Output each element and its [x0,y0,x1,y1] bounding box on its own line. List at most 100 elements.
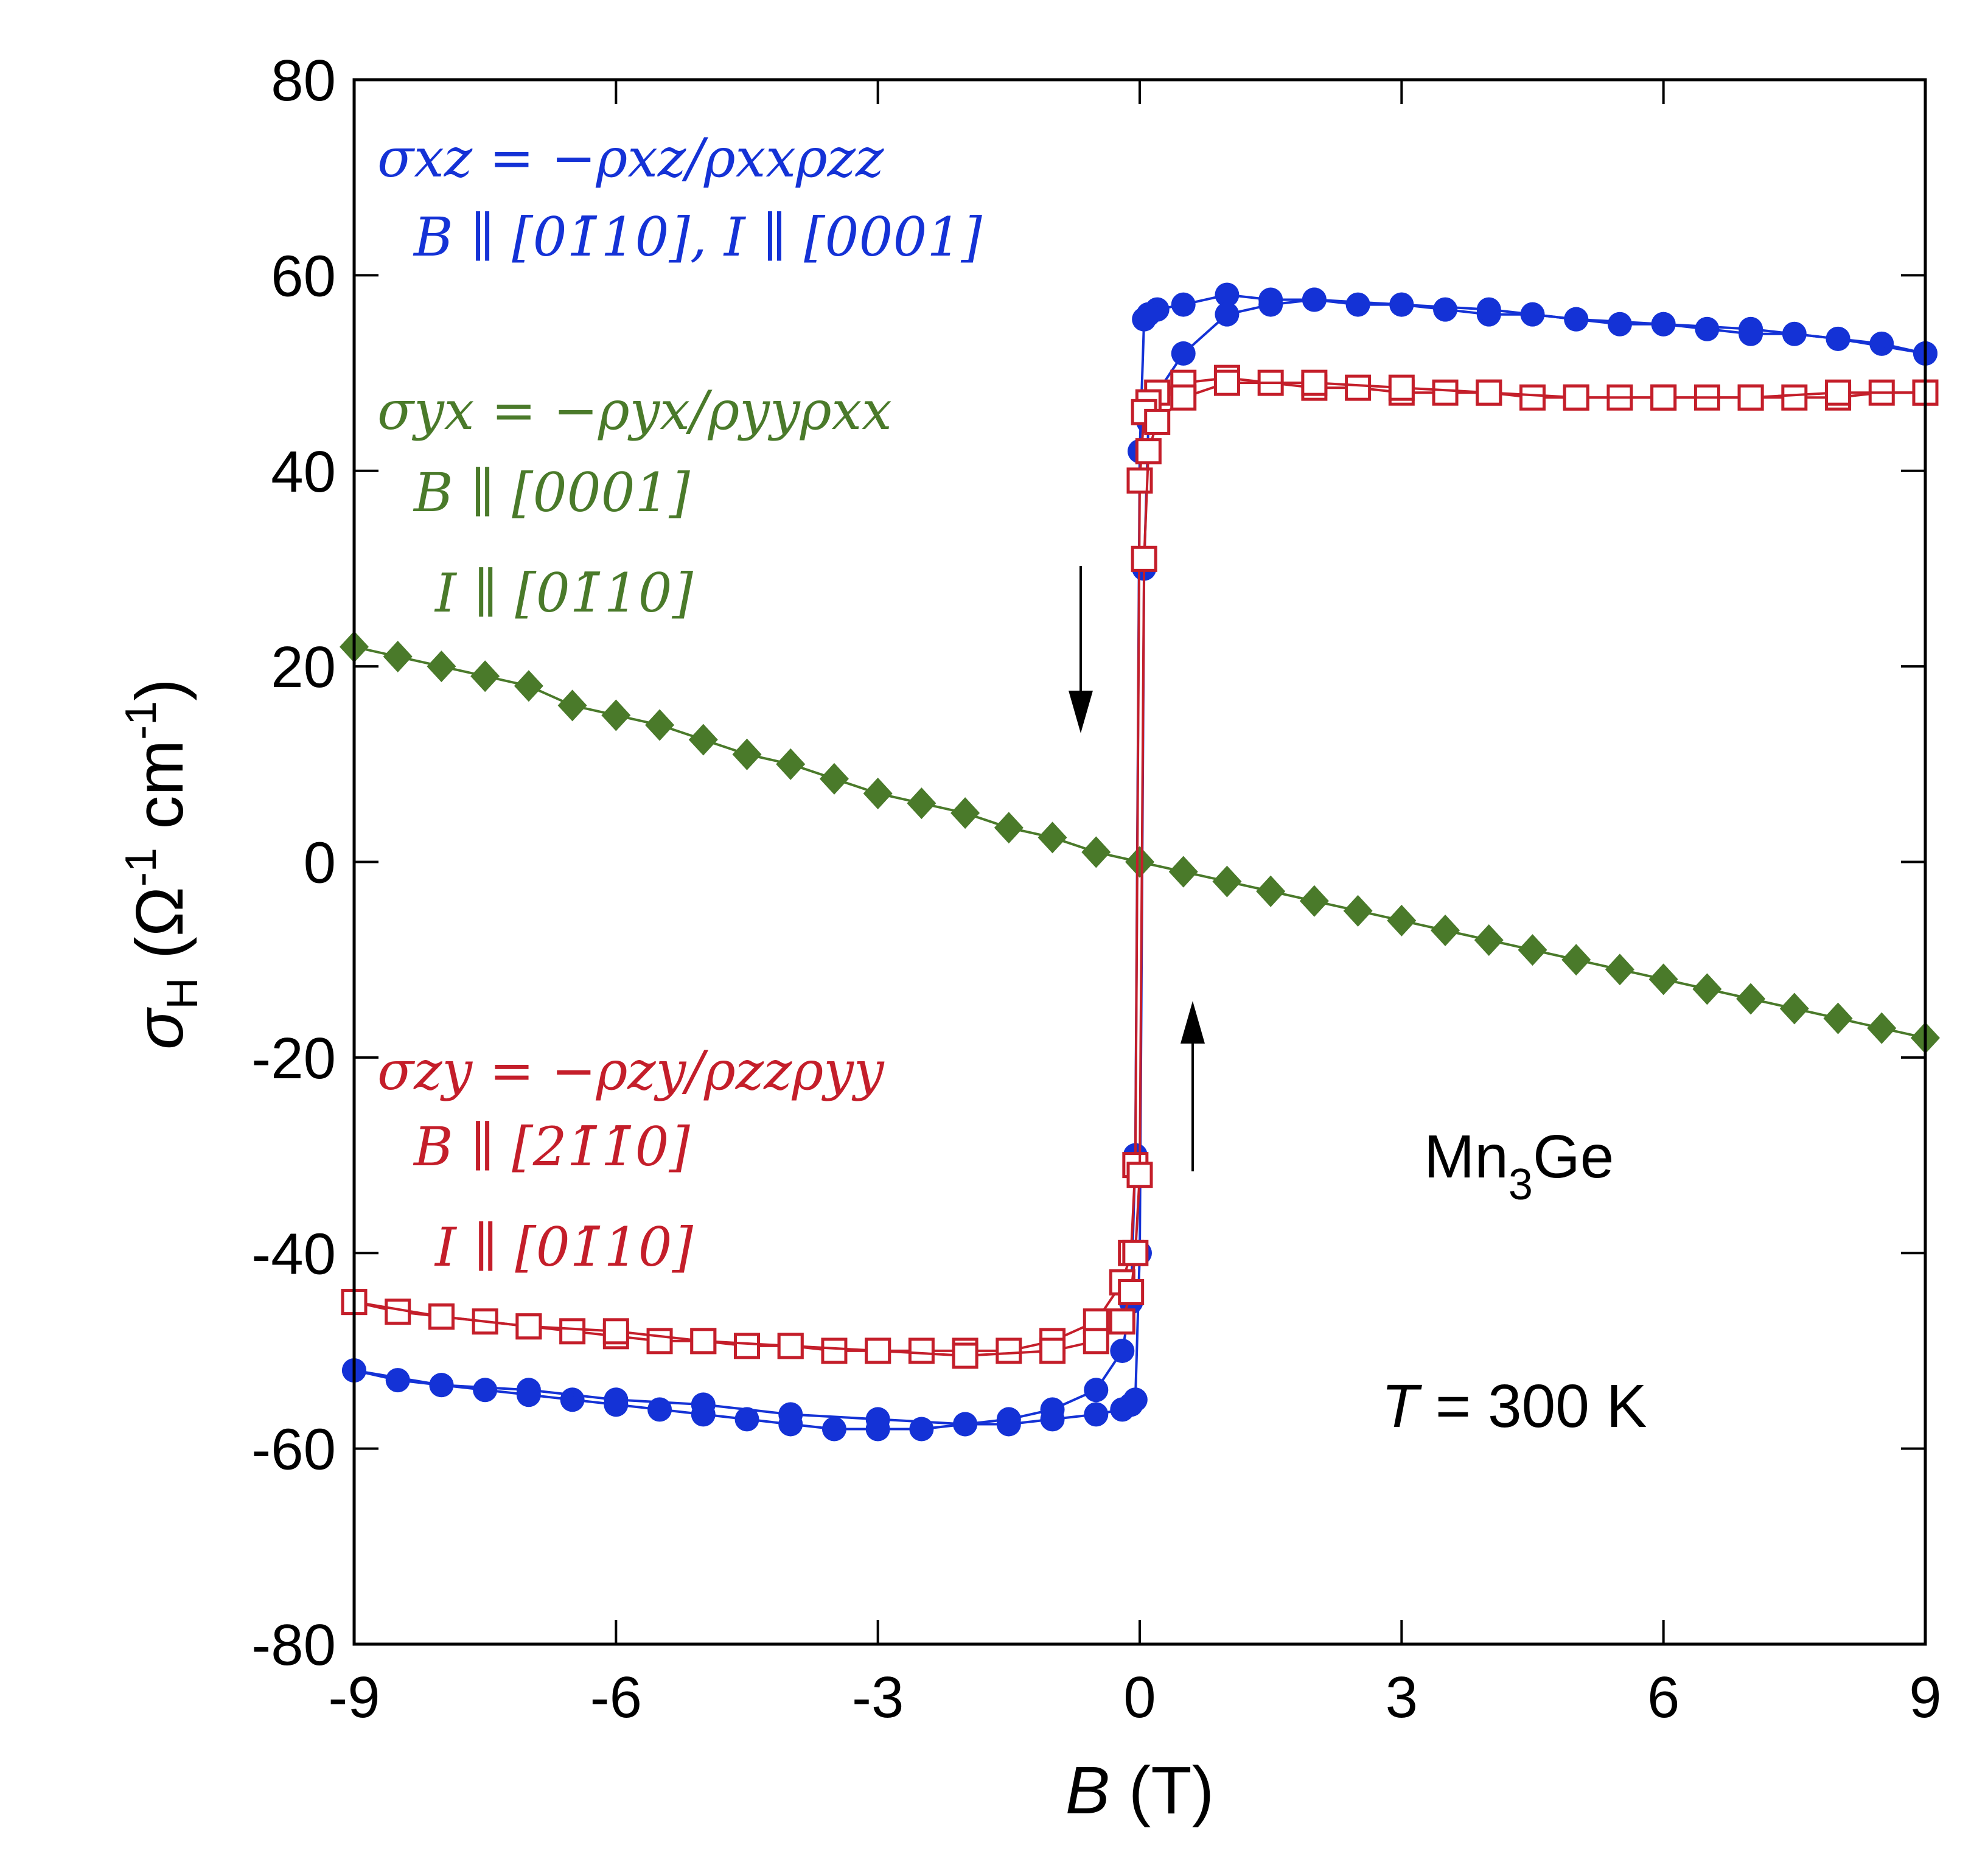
temperature-var: T [1381,1372,1422,1440]
series-red-point-up-7 [952,1342,978,1369]
legend-blue-equation: σxz = −ρxz/ρxxρzz [377,127,884,189]
series-green-point-main-7 [645,709,675,741]
series-blue-point-up-27 [1826,326,1850,351]
series-red-point-up-2 [515,1313,542,1340]
series-red-point-up-23 [1650,384,1677,411]
series-red-point-down-33 [734,1333,760,1359]
series-red-point-down-11 [1432,379,1459,406]
series-blue-point-down-20 [1132,307,1157,332]
series-red-point-down-35 [646,1328,673,1355]
series-blue-point-up-25 [1651,312,1676,336]
series-blue-point-down-16 [1215,282,1240,307]
series-blue-point-up-19 [1215,302,1240,327]
y-tick-label-4: 0 [304,831,336,896]
series-blue-point-down-1 [1869,331,1894,356]
series-green-point-main-25 [1431,914,1460,946]
ylabel-sigma: σ [122,1007,197,1050]
series-blue-point-up-3 [604,1387,629,1412]
series-red-point-down-27 [996,1337,1022,1364]
series-red-point-up-16 [1144,408,1171,435]
sweep-up-arrow [1181,1001,1205,1171]
series-green-point-main-20 [1212,865,1242,898]
series-green-point-main-3 [470,660,500,692]
series-green-point-main-19 [1168,856,1198,888]
series-blue-point-down-37 [560,1387,585,1412]
series-green-point-main-30 [1648,963,1678,996]
series-red-point-up-10 [1109,1308,1135,1335]
series-red-point-up-13 [1126,1162,1153,1188]
ylabel-sup2: -1 [117,701,166,740]
series-blue-point-up-13 [1123,1387,1148,1412]
series-green-point-main-8 [688,724,718,756]
series-red-point-up-1 [428,1303,455,1330]
series-blue-point-up-20 [1258,292,1283,317]
series-red-point-up-25 [1825,379,1852,406]
series-green-point-main-15 [994,812,1024,844]
temperature-label: T = 300 K [1381,1372,1647,1440]
series-blue-point-up-18 [1171,341,1196,366]
series-red-point-down-3 [1781,384,1808,411]
ylabel-sup1: -1 [117,848,166,887]
series-red-point-up-24 [1737,384,1764,411]
series-blue-point-up-7 [953,1412,978,1437]
series-red-point-up-20 [1388,374,1415,401]
series-red-point-down-29 [908,1337,935,1364]
series-blue-point-down-33 [734,1407,759,1432]
series-red-point-down-31 [821,1337,848,1364]
series-blue-point-up-26 [1739,316,1763,341]
xlabel-unit: (T) [1110,1753,1214,1828]
ylabel-close: ) [122,678,197,701]
series-blue-point-up-5 [778,1402,803,1427]
series-green-point-main-13 [907,787,936,820]
series-blue-point-down-39 [473,1378,498,1403]
y-tick-label-7: 60 [271,243,336,309]
material-tail: Ge [1533,1123,1614,1191]
series-green-point-main-12 [863,778,893,810]
x-tick-label-4: 3 [1386,1665,1418,1730]
series-green-point-main-29 [1605,954,1634,986]
temperature-rest: = 300 K [1418,1372,1647,1440]
series-blue-point-up-6 [865,1407,890,1432]
series-green-point-main-1 [383,641,413,673]
series-green-point-main-33 [1779,992,1809,1025]
series-green-point-main-4 [514,670,543,702]
series-blue-point-down-17 [1171,292,1196,317]
x-tick-label-1: -6 [590,1665,642,1730]
series-blue-point-down-11 [1433,297,1458,322]
y-tick-label-8: 80 [271,48,336,113]
y-tick-label-3: -20 [251,1026,336,1091]
series-green-point-main-11 [819,762,849,795]
x-tick-label-6: 9 [1909,1665,1941,1730]
series-blue-point-down-24 [1110,1338,1135,1363]
series-red-point-up-5 [777,1333,804,1359]
series-green-point-main-28 [1561,944,1591,976]
series-blue-point-up-2 [516,1378,541,1403]
series-green-point-main-24 [1387,904,1417,936]
series-blue-point-down-41 [385,1368,410,1393]
series-red-point-up-14 [1131,545,1157,572]
series-green-point-main-26 [1474,924,1504,957]
series-blue-point-up-10 [1084,1402,1109,1427]
x-tick-label-5: 6 [1647,1665,1679,1730]
legend-green-condition-i: I ∥ [01̄10] [434,562,694,624]
series-green-point-main-34 [1823,1002,1853,1034]
svg-text:σH (Ω-1 cm-1): σH (Ω-1 cm-1) [117,678,207,1050]
series-green-point-main-18 [1125,846,1154,878]
series-blue-point-up-22 [1389,292,1414,317]
series-red-point-up-21 [1476,379,1502,406]
series-red-point-down-37 [559,1318,586,1345]
ylabel-unit-a: (Ω [122,887,197,977]
legend-green-equation: σyx = −ρyx/ρyyρxx [377,379,892,442]
series-red-point-up-9 [1083,1328,1109,1355]
series-green-point-main-23 [1343,894,1373,927]
series-green-point-main-27 [1518,934,1547,966]
series-red-point-up-12 [1122,1240,1149,1266]
legend-red-condition-i: I ∥ [01̄10] [434,1216,694,1278]
series-green-point-main-9 [732,738,762,770]
series-blue-point-up-4 [691,1392,716,1417]
series-red-point-down-9 [1519,384,1546,411]
legend-blue-condition: B ∥ [01̄10], I ∥ [0001] [413,206,982,268]
sweep-down-arrow [1069,566,1093,733]
material-main: Mn [1424,1123,1508,1191]
